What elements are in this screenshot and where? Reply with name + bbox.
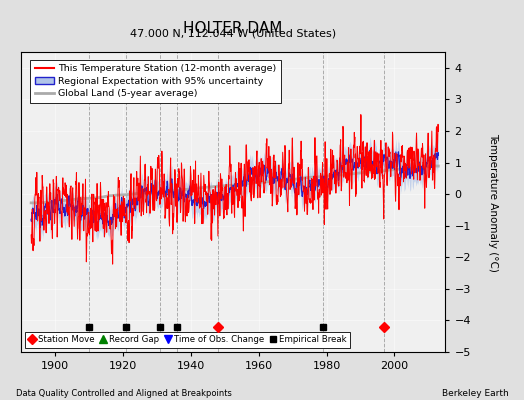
- Text: Berkeley Earth: Berkeley Earth: [442, 389, 508, 398]
- Y-axis label: Temperature Anomaly (°C): Temperature Anomaly (°C): [488, 132, 498, 272]
- Legend: Station Move, Record Gap, Time of Obs. Change, Empirical Break: Station Move, Record Gap, Time of Obs. C…: [25, 332, 350, 348]
- Text: Data Quality Controlled and Aligned at Breakpoints: Data Quality Controlled and Aligned at B…: [16, 389, 232, 398]
- Text: 47.000 N, 112.044 W (United States): 47.000 N, 112.044 W (United States): [130, 28, 336, 38]
- Title: HOLTER DAM: HOLTER DAM: [183, 20, 283, 36]
